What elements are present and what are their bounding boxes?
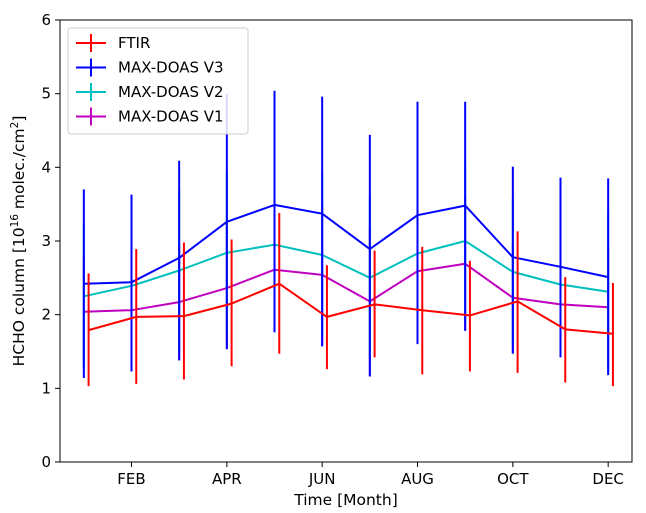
legend: FTIR MAX-DOAS V3 MAX-DOAS V2 MAX-DOAS V1 bbox=[67, 27, 249, 135]
series-line bbox=[88, 282, 613, 335]
x-tick-label: APR bbox=[212, 470, 242, 488]
series-line bbox=[83, 262, 609, 313]
y-tick-label: 1 bbox=[41, 379, 51, 397]
legend-label: FTIR bbox=[118, 34, 150, 52]
y-axis-label-exp2: 2 bbox=[9, 122, 21, 129]
legend-item-ftir: FTIR bbox=[76, 34, 150, 52]
legend-label: MAX-DOAS V3 bbox=[118, 59, 224, 77]
legend-label: MAX-DOAS V2 bbox=[118, 83, 224, 101]
y-tick-label: 2 bbox=[41, 306, 51, 324]
series-max-doas-v3 bbox=[82, 90, 610, 379]
x-tick-label: OCT bbox=[497, 470, 529, 488]
y-tick-label: 5 bbox=[41, 85, 51, 103]
y-tick-label: 4 bbox=[41, 158, 51, 176]
series-layer bbox=[82, 90, 614, 387]
y-axis-label-mid: molec./cm bbox=[10, 128, 28, 214]
legend-label: MAX-DOAS V1 bbox=[118, 108, 224, 126]
series-ftir bbox=[87, 213, 614, 387]
legend-box bbox=[67, 27, 249, 135]
legend-item-max-doas-v2: MAX-DOAS V2 bbox=[76, 83, 224, 101]
series-max-doas-v1 bbox=[82, 197, 610, 376]
y-axis-label-exp: 16 bbox=[9, 214, 21, 228]
series-line bbox=[83, 203, 609, 285]
legend-item-max-doas-v1: MAX-DOAS V1 bbox=[76, 107, 224, 126]
y-tick-label: 6 bbox=[41, 11, 51, 29]
x-tick-label: JUN bbox=[308, 470, 336, 488]
y-axis-label-main: HCHO column [10 bbox=[10, 227, 28, 366]
y-axis-label: HCHO column [1016 molec./cm2] bbox=[9, 116, 28, 367]
y-tick-label: 3 bbox=[41, 232, 51, 250]
legend-item-max-doas-v3: MAX-DOAS V3 bbox=[76, 58, 224, 77]
x-tick-label: AUG bbox=[401, 470, 434, 488]
y-tick-label: 0 bbox=[41, 453, 51, 471]
x-tick-label: FEB bbox=[117, 470, 145, 488]
x-tick-label: DEC bbox=[592, 470, 624, 488]
series-line bbox=[83, 240, 609, 298]
x-axis-label: Time [Month] bbox=[293, 491, 398, 509]
x-axis-ticks: FEB APR JUN AUG OCT DEC bbox=[117, 462, 624, 488]
y-axis-label-end: ] bbox=[10, 116, 28, 122]
y-axis-ticks: 0 1 2 3 4 5 6 bbox=[41, 11, 60, 471]
